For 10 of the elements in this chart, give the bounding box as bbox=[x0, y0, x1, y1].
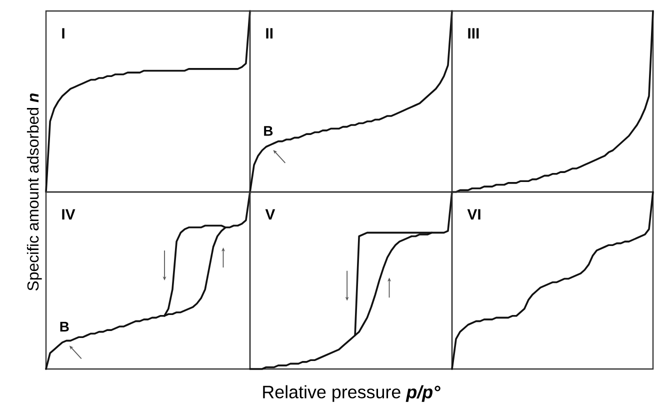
text: III bbox=[468, 28, 479, 38]
text: I bbox=[62, 28, 64, 38]
annotation: B bbox=[264, 126, 273, 136]
text: V bbox=[265, 209, 276, 220]
text: II bbox=[266, 28, 273, 38]
text: VI bbox=[467, 209, 480, 220]
y-axis-title: Specific amount adsorbed n bbox=[26, 93, 42, 291]
x-axis-title: Relative pressure p/p° bbox=[263, 385, 440, 402]
text: IV bbox=[62, 209, 76, 220]
annotation: B bbox=[60, 322, 69, 332]
